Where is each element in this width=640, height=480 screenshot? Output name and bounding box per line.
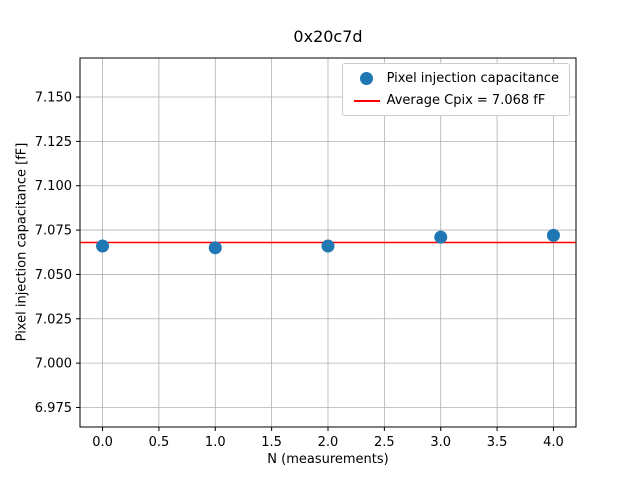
y-axis-label: Pixel injection capacitance [fF] bbox=[14, 142, 30, 342]
legend-item-capacitance: Pixel injection capacitance bbox=[353, 70, 559, 87]
data-point bbox=[96, 239, 110, 253]
x-tick-label: 3.0 bbox=[430, 435, 451, 450]
chart-title: 0x20c7d bbox=[293, 27, 363, 46]
data-point bbox=[434, 230, 448, 244]
data-point bbox=[546, 228, 560, 242]
y-tick-label: 7.000 bbox=[35, 357, 72, 372]
x-tick-label: 2.5 bbox=[374, 435, 395, 450]
x-tick-label: 0.5 bbox=[149, 435, 170, 450]
x-tick-label: 1.0 bbox=[205, 435, 226, 450]
legend-label-average: Average Cpix = 7.068 fF bbox=[386, 93, 546, 108]
y-tick-label: 7.050 bbox=[35, 268, 72, 283]
y-tick-label: 7.125 bbox=[35, 135, 72, 150]
legend-label-capacitance: Pixel injection capacitance bbox=[386, 71, 559, 86]
y-tick-label: 7.150 bbox=[35, 91, 72, 106]
legend-icon-box bbox=[353, 99, 381, 102]
x-tick-label: 2.0 bbox=[318, 435, 339, 450]
y-tick-label: 7.025 bbox=[35, 312, 72, 327]
x-tick-label: 3.5 bbox=[487, 435, 508, 450]
scatter-marker-icon bbox=[360, 72, 374, 85]
legend: Pixel injection capacitance Average Cpix… bbox=[341, 63, 570, 116]
data-point bbox=[321, 239, 335, 253]
data-point bbox=[208, 241, 222, 255]
average-line-icon bbox=[353, 99, 380, 102]
legend-item-average: Average Cpix = 7.068 fF bbox=[353, 92, 559, 109]
y-tick-label: 6.975 bbox=[35, 401, 72, 416]
x-tick-label: 4.0 bbox=[543, 435, 564, 450]
legend-icon-box bbox=[353, 72, 381, 85]
x-axis-label: N (measurements) bbox=[267, 452, 389, 467]
x-tick-label: 0.0 bbox=[92, 435, 113, 450]
y-tick-label: 7.100 bbox=[35, 179, 72, 194]
y-tick-label: 7.075 bbox=[35, 224, 72, 239]
x-tick-label: 1.5 bbox=[261, 435, 282, 450]
